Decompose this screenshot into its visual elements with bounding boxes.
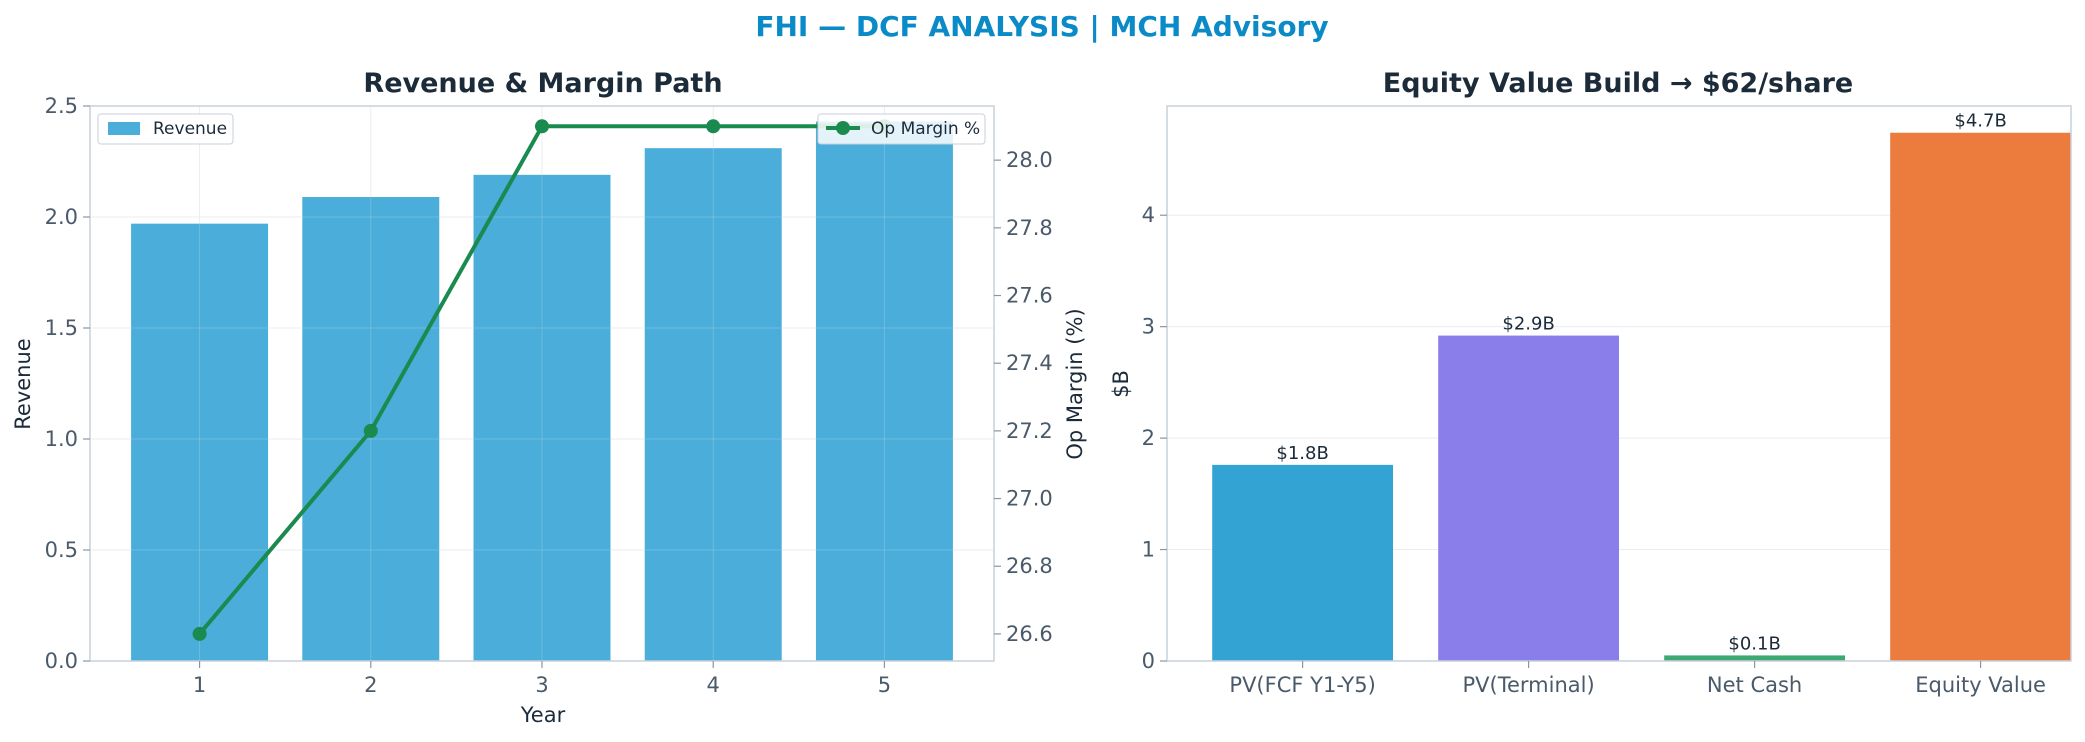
op-margin-legend-marker — [836, 121, 850, 135]
revenue-legend-box — [97, 113, 234, 145]
revenue-y-axis-label: Revenue — [11, 338, 35, 429]
op-margin-point — [535, 119, 549, 134]
op-margin-y-axis-label: Op Margin (%) — [1063, 308, 1087, 459]
year-x-ticks: 1 2 3 4 5 — [193, 661, 891, 697]
equity-bar-value-label: $0.1B — [1728, 633, 1780, 654]
equity-x-tick-label: Net Cash — [1707, 673, 1802, 697]
revenue-margin-chart: Revenue & Margin Path 0.0 0.5 1.0 1.5 2.0 2.5… — [11, 68, 1087, 727]
revenue-y-tick-label: 1.5 — [45, 316, 78, 340]
equity-bar — [1890, 132, 2071, 661]
op-margin-y-tick-label: 27.6 — [1006, 284, 1053, 308]
equity-y-tick-label: 3 — [1142, 315, 1155, 339]
revenue-x-axis-label: Year — [520, 703, 566, 727]
op-margin-point — [192, 626, 207, 641]
op-margin-point — [706, 119, 721, 134]
equity-chart-title: Equity Value Build → $62/share — [1383, 68, 1853, 99]
op-margin-y-tick-label: 27.4 — [1006, 351, 1053, 375]
equity-bar-value-label: $4.7B — [1954, 111, 2006, 132]
op-margin-legend-label: Op Margin % — [871, 119, 980, 139]
equity-value-chart: Equity Value Build → $62/share $1.8B $2.9… — [1109, 68, 2072, 697]
equity-bar-value-label: $2.9B — [1502, 314, 1554, 335]
revenue-y-tick-label: 0.0 — [45, 649, 78, 673]
revenue-bars — [90, 105, 994, 662]
revenue-y-tick-label: 1.0 — [45, 427, 78, 451]
year-x-tick-label: 2 — [364, 673, 377, 697]
equity-x-tick-label: Equity Value — [1915, 673, 2046, 697]
op-margin-y-tick-label: 28.0 — [1006, 148, 1053, 172]
revenue-bar — [131, 223, 269, 661]
equity-y-ticks: 0 1 2 3 4 — [1142, 203, 1167, 673]
op-margin-y-tick-label: 27.2 — [1006, 419, 1053, 443]
equity-x-tick-label: PV(Terminal) — [1463, 673, 1595, 697]
revenue-bar — [473, 174, 611, 661]
revenue-y-tick-label: 0.5 — [45, 538, 78, 562]
equity-bar — [1438, 335, 1619, 661]
op-margin-y-tick-label: 26.8 — [1006, 554, 1053, 578]
figure-suptitle: FHI — DCF ANALYSIS | MCH Advisory — [755, 10, 1328, 43]
revenue-y-ticks: 0.0 0.5 1.0 1.5 2.0 2.5 — [45, 94, 90, 673]
equity-bar — [1664, 655, 1845, 661]
equity-chart-frame — [1166, 105, 2072, 662]
equity-y-tick-label: 1 — [1142, 538, 1155, 562]
equity-x-tick-label: PV(FCF Y1-Y5) — [1229, 673, 1375, 697]
equity-x-ticks: PV(FCF Y1-Y5) PV(Terminal) Net Cash Equity … — [1229, 661, 2046, 697]
revenue-y-tick-label: 2.0 — [45, 205, 78, 229]
revenue-chart-title: Revenue & Margin Path — [363, 68, 722, 99]
year-x-tick-label: 3 — [535, 673, 548, 697]
equity-y-tick-label: 2 — [1142, 426, 1155, 450]
op-margin-point — [363, 423, 378, 438]
year-x-tick-label: 4 — [707, 673, 720, 697]
op-margin-y-tick-label: 26.6 — [1006, 622, 1053, 646]
revenue-legend-label: Revenue — [153, 119, 227, 139]
equity-bar-value-label: $1.8B — [1276, 443, 1328, 464]
equity-y-axis-label: $B — [1109, 370, 1133, 398]
op-margin-y-ticks: 26.6 26.8 27.0 27.2 27.4 27.6 27.8 28.0 — [994, 148, 1053, 646]
op-margin-y-tick-label: 27.8 — [1006, 216, 1053, 240]
equity-bar — [1212, 464, 1393, 661]
revenue-legend: Revenue — [97, 113, 234, 145]
revenue-bar — [644, 148, 782, 661]
year-x-tick-label: 5 — [878, 673, 891, 697]
year-x-tick-label: 1 — [193, 673, 206, 697]
revenue-legend-swatch — [108, 122, 140, 135]
op-margin-legend-box — [817, 113, 986, 145]
equity-bars: $1.8B $2.9B $0.1B $4.7B — [1212, 111, 2071, 661]
op-margin-legend: Op Margin % — [817, 113, 986, 145]
op-margin-y-tick-label: 27.0 — [1006, 487, 1053, 511]
revenue-y-tick-label: 2.5 — [45, 94, 78, 118]
revenue-bar — [815, 121, 953, 662]
equity-y-tick-label: 4 — [1142, 203, 1155, 227]
equity-y-tick-label: 0 — [1142, 649, 1155, 673]
